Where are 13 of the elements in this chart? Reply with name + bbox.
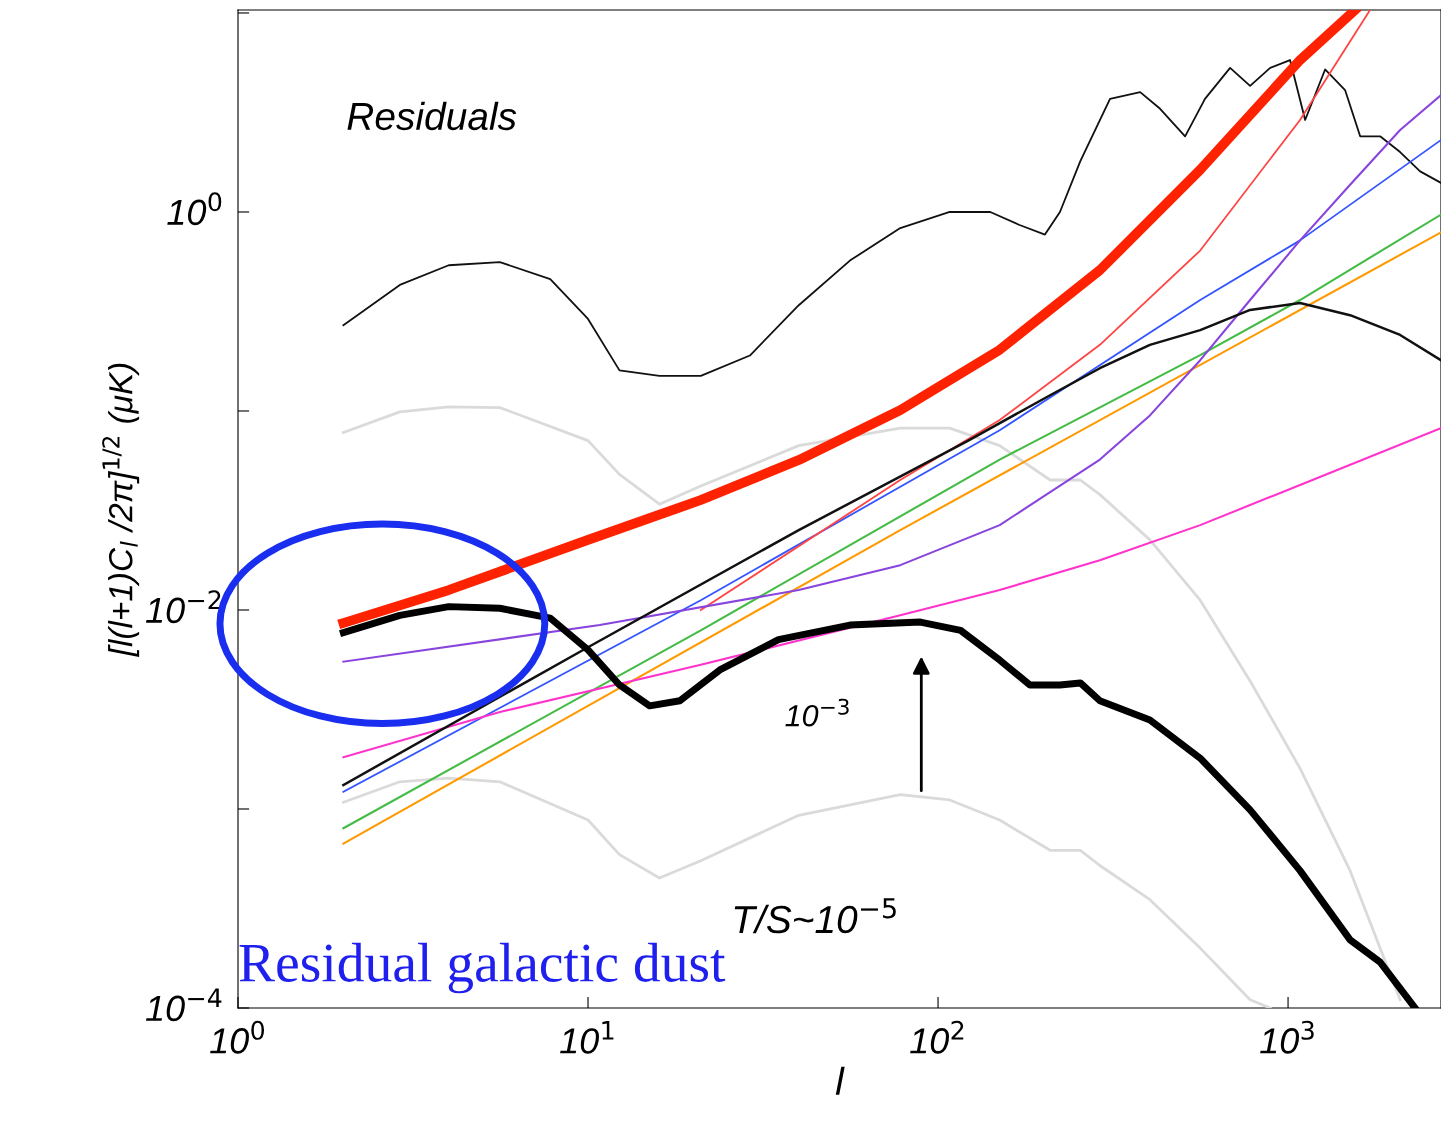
x-tick-label: 10$^{0}$ [210,1020,265,1054]
x-tick-label: 10$^{2}$ [910,1020,964,1054]
y-tick-label: 10$^{0}$ [167,192,222,226]
x-tick-label: 10$^{1}$ [560,1021,614,1054]
annotation: Residuals [347,101,517,131]
annotation: Residual galactic dust [239,942,726,994]
y-tick-label: 10$^{−4}$ [145,988,222,1022]
y-axis-title: [l(l+1)C$_{l}$ /2π]$^{1/2}$ (μK) [102,363,140,657]
annotation: 10$^{−3}$ [785,698,849,727]
x-tick-label: 10$^{3}$ [1260,1020,1314,1054]
y-tick-label: 10$^{−2}$ [145,590,221,624]
x-axis-title: l [835,1066,845,1095]
annotation: T/S~10$^{−5}$ [734,898,896,934]
